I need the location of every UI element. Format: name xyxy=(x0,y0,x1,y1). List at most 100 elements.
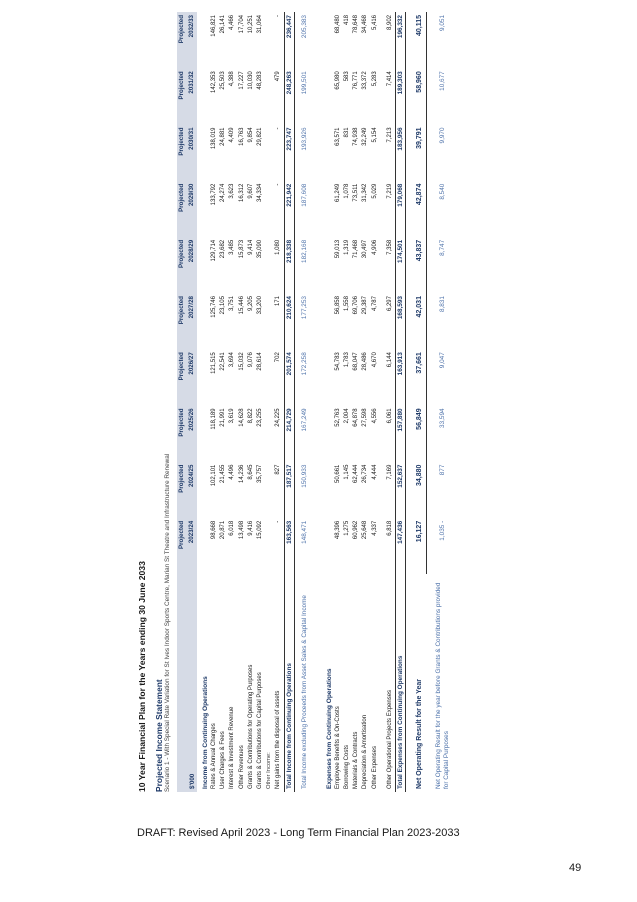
row-label: Other Expenses xyxy=(371,745,378,789)
header-row-labels: Projected Projected Projected Projected Proj… xyxy=(177,12,187,792)
row-value: 34,334 xyxy=(257,183,264,203)
net-before-grants-row: Net Operating Result for the year before… xyxy=(433,12,453,792)
row-label: Materials & Contracts xyxy=(353,731,360,789)
row-value: 14,628 xyxy=(238,408,245,427)
row-value: 20,871 xyxy=(220,520,227,540)
page-number: 49 xyxy=(569,862,582,874)
row-value: 877 xyxy=(439,464,446,476)
column-header-label: Projected xyxy=(177,293,187,350)
row-value: 6,018 xyxy=(229,520,236,536)
row-value: 24,274 xyxy=(220,183,227,203)
row-value: 15,032 xyxy=(238,352,245,371)
row-value: 5,154 xyxy=(371,127,378,143)
row-value: 17,704 xyxy=(238,15,245,34)
row-value: 1,080 xyxy=(275,239,282,255)
row-value: 7,358 xyxy=(386,239,393,255)
row-value: 39,791 xyxy=(412,124,427,181)
row-value: 16,127 xyxy=(412,517,427,574)
row-value: 60,962 xyxy=(353,520,360,540)
row-value: 218,338 xyxy=(284,236,295,294)
row-value: 9,607 xyxy=(247,183,254,199)
row-value: 23,682 xyxy=(220,239,227,259)
row-value: 3,751 xyxy=(229,296,236,312)
row-value: 42,874 xyxy=(412,180,427,237)
expense-row: Employee Benefits & On-Costs 48,396 50,661… xyxy=(334,12,343,792)
row-value: 1,145 xyxy=(343,464,350,480)
row-value: 167,249 xyxy=(300,408,308,432)
row-value: 23,255 xyxy=(257,408,264,427)
row-value: 102,101 xyxy=(211,464,218,487)
row-value: 14,236 xyxy=(238,464,245,483)
row-value: 479 xyxy=(275,71,282,82)
row-value: 6,144 xyxy=(386,352,393,368)
row-value: 10,030 xyxy=(247,71,254,90)
row-value: 9,970 xyxy=(439,127,446,144)
row-value: 189,303 xyxy=(395,68,406,125)
row-value: 7,169 xyxy=(386,464,393,480)
row-label: Grants & Contributions for Capital Purpo… xyxy=(257,672,264,789)
row-value: 13,498 xyxy=(238,520,245,540)
column-header-year: 2032/33 xyxy=(187,12,197,69)
row-value: 65,980 xyxy=(334,71,341,90)
row-value: 152,637 xyxy=(395,461,406,518)
income-row: Grants & Contributions for Operating Pur… xyxy=(247,12,256,792)
column-header-label: Projected xyxy=(177,68,187,125)
row-value: 4,906 xyxy=(371,239,378,255)
income-row: Interest & Investment Revenue 6,018 4,496 3… xyxy=(228,12,237,792)
expense-section-heading: Expenses from Continuing Operations xyxy=(321,12,334,792)
row-value: 1,035 - xyxy=(439,520,446,541)
row-value: - xyxy=(275,15,282,17)
row-value: 98,668 xyxy=(211,520,218,540)
row-value: 58,960 xyxy=(412,68,427,125)
row-value: 25,648 xyxy=(362,520,369,540)
row-label: Other Revenues xyxy=(238,745,245,789)
row-value: 71,468 xyxy=(353,239,360,259)
row-value: 4,670 xyxy=(371,352,378,368)
row-value: 4,444 xyxy=(371,464,378,480)
row-value: 8,645 xyxy=(247,464,254,480)
section-label: Other Income: xyxy=(266,752,273,789)
row-value: 125,746 xyxy=(211,296,218,318)
row-value: 4,787 xyxy=(371,296,378,312)
row-value: 157,880 xyxy=(395,405,406,462)
row-value: 138,019 xyxy=(211,127,218,150)
header-spacer xyxy=(177,573,187,792)
row-value: 187,608 xyxy=(300,183,308,207)
row-value: 61,249 xyxy=(334,183,341,203)
section-label: Expenses from Continuing Operations xyxy=(325,668,333,789)
expense-row: Borrowing Costs 1,275 1,145 2,004 1,783 1,558… xyxy=(343,12,352,792)
row-value: 172,258 xyxy=(300,352,308,376)
row-value: 214,729 xyxy=(284,405,295,462)
row-value: 15,092 xyxy=(257,520,264,540)
row-value: 8,822 xyxy=(247,408,254,424)
row-value: 150,933 xyxy=(300,464,308,488)
row-value: 174,501 xyxy=(395,236,406,294)
row-label: Grants & Contributions for Operating Pur… xyxy=(247,664,254,789)
column-header-label: Projected xyxy=(177,349,187,406)
row-value: 9,047 xyxy=(439,352,446,369)
page-title: 10 Year Financial Plan for the Years end… xyxy=(137,561,147,792)
row-value: 42,031 xyxy=(412,293,427,350)
row-value: 3,619 xyxy=(229,408,236,424)
row-value: 22,541 xyxy=(220,352,227,371)
row-value: 583 xyxy=(343,71,350,82)
row-value: 28,486 xyxy=(362,352,369,371)
row-value: 146,821 xyxy=(211,15,218,37)
column-header-year: 2025/26 xyxy=(187,405,197,462)
row-value: 4,337 xyxy=(371,520,378,536)
rotated-page-content: 10 Year Financial Plan for the Years end… xyxy=(137,12,617,792)
row-value: 28,614 xyxy=(257,352,264,371)
total-expenses-row: Total Expenses from Continuing Operation… xyxy=(395,12,406,792)
row-value: 6,297 xyxy=(386,296,393,312)
row-value: 48,283 xyxy=(257,71,264,90)
row-value: 56,858 xyxy=(334,296,341,315)
income-section-heading: Income from Continuing Operations xyxy=(197,12,210,792)
row-value: 147,436 xyxy=(395,517,406,574)
row-value: 21,455 xyxy=(220,464,227,483)
row-value: 10,677 xyxy=(439,71,446,91)
row-value: 63,571 xyxy=(334,127,341,146)
statement-title: Projected Income Statement xyxy=(154,679,164,792)
row-label: Other Operational Projects Expenses xyxy=(386,689,393,789)
column-header-label: Projected xyxy=(177,180,187,237)
row-value: 163,913 xyxy=(395,349,406,406)
